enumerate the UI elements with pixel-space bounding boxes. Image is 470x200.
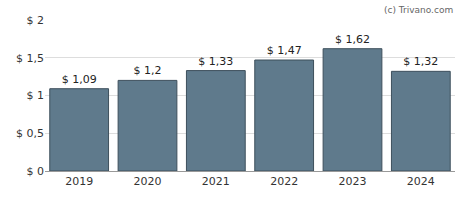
svg-text:$ 1,5: $ 1,5 xyxy=(16,52,44,65)
svg-text:2021: 2021 xyxy=(202,175,230,188)
svg-text:$ 1,33: $ 1,33 xyxy=(198,55,233,68)
svg-text:(c) Trivano.com: (c) Trivano.com xyxy=(384,5,453,15)
svg-text:$ 1,32: $ 1,32 xyxy=(403,55,438,68)
svg-text:2020: 2020 xyxy=(134,175,162,188)
svg-text:$ 2: $ 2 xyxy=(27,14,45,27)
svg-text:$ 1,62: $ 1,62 xyxy=(335,33,370,46)
svg-text:$ 1,47: $ 1,47 xyxy=(267,44,302,57)
svg-text:$ 1,09: $ 1,09 xyxy=(62,73,97,86)
svg-text:2023: 2023 xyxy=(339,175,367,188)
svg-text:$ 0,5: $ 0,5 xyxy=(16,127,44,140)
svg-text:$ 1,2: $ 1,2 xyxy=(134,64,162,77)
svg-text:$ 1: $ 1 xyxy=(27,89,45,102)
svg-text:2019: 2019 xyxy=(65,175,93,188)
svg-text:2024: 2024 xyxy=(407,175,435,188)
svg-text:$ 0: $ 0 xyxy=(27,165,45,178)
svg-text:2022: 2022 xyxy=(270,175,298,188)
